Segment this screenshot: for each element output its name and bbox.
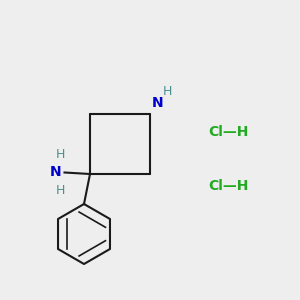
Text: N: N: [152, 96, 163, 110]
Text: H: H: [55, 184, 65, 197]
Text: H: H: [55, 148, 65, 160]
Text: Cl—H: Cl—H: [208, 125, 248, 139]
Text: Cl—H: Cl—H: [208, 179, 248, 193]
Text: H: H: [163, 85, 172, 98]
Text: N: N: [50, 166, 62, 179]
